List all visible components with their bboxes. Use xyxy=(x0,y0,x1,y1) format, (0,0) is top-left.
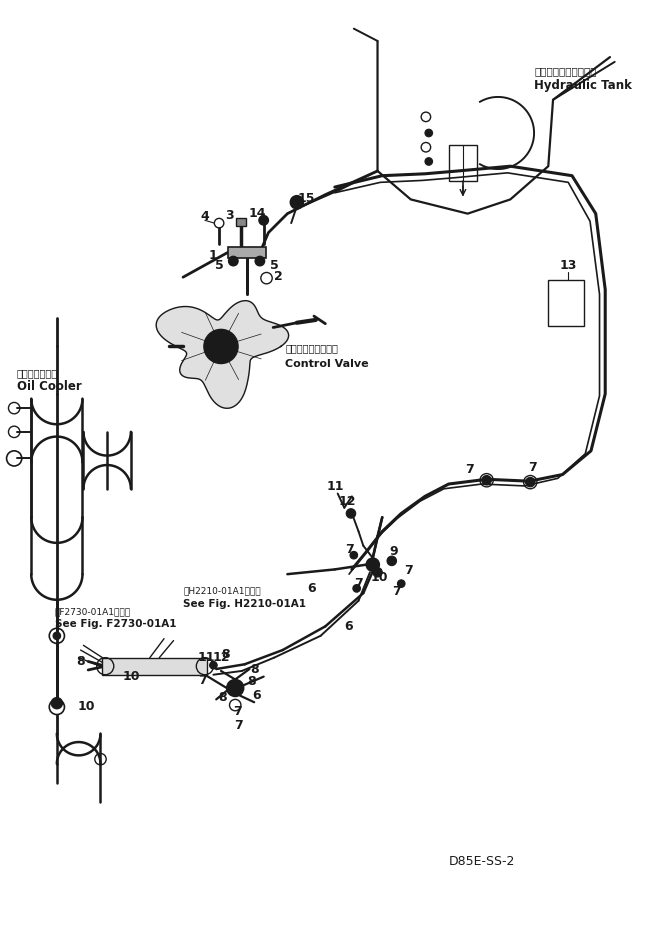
Circle shape xyxy=(227,679,244,696)
Text: 6: 6 xyxy=(307,582,315,595)
Text: 4: 4 xyxy=(201,210,209,223)
Text: 10: 10 xyxy=(371,571,388,584)
Circle shape xyxy=(204,329,238,363)
Circle shape xyxy=(214,339,228,354)
Text: 6: 6 xyxy=(252,689,262,702)
Text: 3: 3 xyxy=(225,209,234,222)
Text: Control Valve: Control Valve xyxy=(286,359,369,368)
Text: 2: 2 xyxy=(273,269,282,282)
Circle shape xyxy=(425,130,432,137)
Circle shape xyxy=(425,158,432,165)
Circle shape xyxy=(373,568,382,577)
Text: コントロールバルブ: コントロールバルブ xyxy=(286,343,338,353)
Text: 1: 1 xyxy=(209,249,218,262)
Circle shape xyxy=(482,475,491,485)
Text: 6: 6 xyxy=(345,620,353,633)
Text: 9: 9 xyxy=(389,545,398,558)
Text: 7: 7 xyxy=(234,720,243,733)
Text: 8: 8 xyxy=(221,649,230,662)
Text: 第H2210-01A1図参照: 第H2210-01A1図参照 xyxy=(183,587,261,596)
Text: 13: 13 xyxy=(559,259,577,272)
Text: See Fig. H2210-01A1: See Fig. H2210-01A1 xyxy=(183,598,306,609)
Text: 14: 14 xyxy=(249,207,266,220)
Text: 5: 5 xyxy=(215,259,223,272)
Circle shape xyxy=(210,662,217,669)
Circle shape xyxy=(255,256,265,266)
Text: See Fig. F2730-01A1: See Fig. F2730-01A1 xyxy=(55,620,177,629)
Text: 7: 7 xyxy=(404,564,413,577)
Text: 12: 12 xyxy=(212,651,230,665)
Text: 7: 7 xyxy=(528,461,537,474)
Circle shape xyxy=(346,509,356,518)
Text: 7: 7 xyxy=(465,463,474,476)
Circle shape xyxy=(350,552,358,559)
Circle shape xyxy=(366,558,380,571)
Text: 7: 7 xyxy=(392,584,401,597)
Text: 7: 7 xyxy=(345,543,354,556)
Text: 8: 8 xyxy=(77,655,85,668)
Text: 8: 8 xyxy=(247,675,256,688)
Text: 第F2730-01A1図参照: 第F2730-01A1図参照 xyxy=(55,608,131,617)
Text: 11: 11 xyxy=(198,651,215,665)
Bar xyxy=(103,658,207,675)
Text: 7: 7 xyxy=(233,706,241,719)
Circle shape xyxy=(259,215,269,225)
Text: 15: 15 xyxy=(298,192,315,205)
Circle shape xyxy=(397,580,405,587)
Circle shape xyxy=(353,584,360,592)
Circle shape xyxy=(290,196,304,209)
Polygon shape xyxy=(156,301,289,408)
Text: 7: 7 xyxy=(354,577,363,590)
Text: ハイドロリックタンク: ハイドロリックタンク xyxy=(534,66,596,76)
Text: 10: 10 xyxy=(77,701,95,714)
Text: 12: 12 xyxy=(338,495,356,508)
Bar xyxy=(448,145,477,182)
Circle shape xyxy=(53,632,60,639)
Bar xyxy=(548,280,584,325)
Bar xyxy=(236,218,246,226)
Bar xyxy=(228,247,265,258)
Text: 8: 8 xyxy=(219,691,227,704)
Text: Hydraulic Tank: Hydraulic Tank xyxy=(534,79,632,92)
Text: 11: 11 xyxy=(326,480,343,493)
Circle shape xyxy=(228,256,238,266)
Circle shape xyxy=(51,697,62,709)
Circle shape xyxy=(387,556,397,566)
Circle shape xyxy=(526,477,535,487)
Text: 8: 8 xyxy=(250,663,258,676)
Text: 5: 5 xyxy=(270,259,278,272)
Text: 7: 7 xyxy=(198,674,206,687)
Text: 10: 10 xyxy=(122,670,140,683)
Text: D85E-SS-2: D85E-SS-2 xyxy=(448,856,515,868)
Text: Oil Cooler: Oil Cooler xyxy=(17,380,82,392)
Text: オイルクーラー: オイルクーラー xyxy=(17,368,58,378)
